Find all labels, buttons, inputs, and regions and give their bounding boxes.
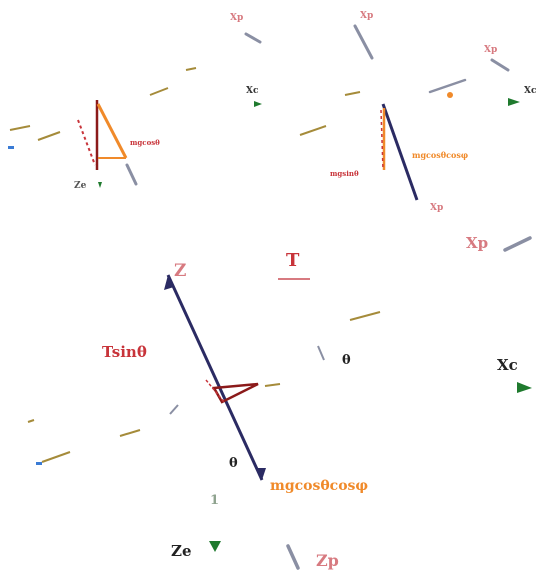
top-left-diagram: mgcosθ Ze Xc Xp: [8, 13, 262, 191]
main-xc-label: Xc: [497, 356, 518, 374]
main-ze-arrow: [209, 541, 221, 552]
top-left-ze-arrow: [98, 182, 102, 188]
top-left-ze-label: Ze: [74, 181, 87, 191]
top-left-stroke-b: [37, 131, 61, 141]
top-left-xc-arrow: [254, 101, 262, 107]
top-right-stroke-b: [428, 78, 467, 94]
top-right-xc-arrow: [508, 98, 520, 106]
main-mgcos-label: mgcosθcosφ: [270, 478, 368, 494]
top-right-red-dashed: [380, 109, 384, 171]
top-left-stroke-d: [185, 67, 197, 71]
top-left-force-line: [96, 103, 128, 159]
top-right-orange-dot: [447, 92, 453, 98]
top-right-mgsin-label: mgsinθ: [330, 169, 359, 178]
main-stroke-a: [41, 451, 71, 463]
main-z-arrowhead-bottom: [255, 468, 266, 480]
main-theta-lower-label: θ: [229, 456, 238, 471]
top-left-stroke-a: [9, 125, 31, 131]
main-z-arrowhead-top: [164, 275, 174, 290]
top-left-xp-label: Xp: [230, 13, 243, 23]
mid-right-xp-label: Xp: [466, 234, 488, 252]
top-left-dashed: [77, 119, 96, 166]
main-tsin-label: Tsinθ: [102, 343, 147, 361]
main-zp-label: Zp: [316, 551, 339, 570]
top-left-xc-label: Xc: [246, 86, 259, 96]
top-left-blue-dot: [8, 146, 14, 149]
top-right-mgcos-label: mgcosθcosφ: [412, 150, 468, 160]
main-force-triangle: [211, 382, 259, 404]
top-right-diagram: mgcosθcosφ mgsinθ Xp Xp Xp Xc Xp: [299, 11, 537, 252]
main-stroke-c: [169, 404, 179, 415]
main-stroke-g: [27, 419, 35, 423]
main-z-axis: [166, 274, 264, 481]
top-left-stroke-c: [149, 87, 169, 96]
top-right-xp-small-label: Xp: [430, 203, 443, 213]
top-right-xp-stick-mid: [353, 24, 374, 60]
top-right-main-axis: [381, 103, 419, 201]
main-t-label: T: [286, 250, 300, 271]
main-theta-right-label: θ: [342, 353, 351, 368]
main-stroke-f: [264, 383, 281, 387]
main-ze-label: Ze: [171, 542, 192, 560]
main-blue-dot: [36, 462, 42, 465]
top-right-xp-label-mid: Xp: [360, 11, 373, 21]
main-stroke-d: [349, 311, 381, 321]
main-xc-arrow: [517, 382, 532, 393]
top-right-stroke-c: [344, 91, 361, 96]
top-right-xp-label-far: Xp: [484, 45, 497, 55]
main-stroke-b: [119, 429, 141, 437]
main-diagram: Z T Tsinθ θ θ 1 mgcosθcosφ Xc Ze Zp: [27, 250, 532, 570]
top-left-xp-stick: [244, 32, 262, 44]
top-right-stroke-a: [299, 125, 327, 136]
top-left-mgcos-label: mgcosθ: [130, 138, 160, 147]
main-zp-stick: [286, 544, 300, 570]
main-stroke-e: [317, 345, 325, 361]
top-right-xp-stick-far: [490, 58, 510, 72]
mid-right-xp-stick: [503, 236, 532, 252]
main-one-label: 1: [210, 493, 219, 508]
main-z-label: Z: [174, 261, 186, 281]
top-left-xp-axis: [125, 163, 138, 186]
top-right-xc-label: Xc: [524, 86, 537, 96]
